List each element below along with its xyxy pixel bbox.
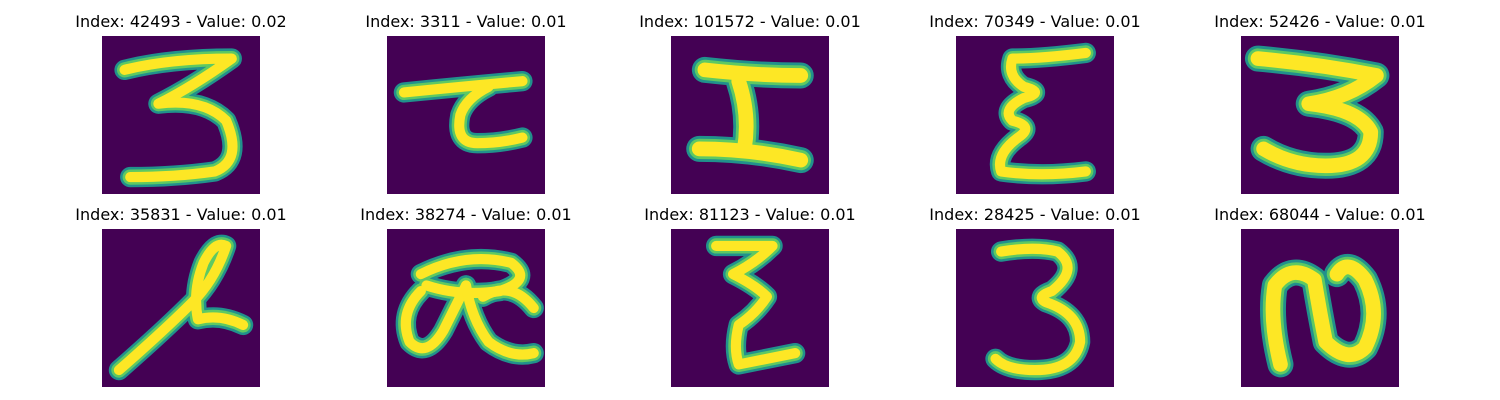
panel-10: Index: 68044 - Value: 0.01 — [1200, 205, 1440, 395]
panel-title: Index: 35831 - Value: 0.01 — [61, 205, 301, 225]
digit-three-bold-glyph — [1241, 36, 1399, 194]
digit-image — [956, 36, 1114, 194]
panel-title: Index: 70349 - Value: 0.01 — [915, 12, 1155, 32]
digit-image — [102, 229, 260, 387]
digit-image — [671, 229, 829, 387]
panel-title: Index: 52426 - Value: 0.01 — [1200, 12, 1440, 32]
digit-three-glyph — [956, 229, 1114, 387]
panel-1: Index: 42493 - Value: 0.02 — [61, 12, 301, 202]
panel-6: Index: 35831 - Value: 0.01 — [61, 205, 301, 395]
digit-three-open-top-glyph — [102, 36, 260, 194]
character-bold-i-shape-glyph — [671, 36, 829, 194]
character-slanted-loop-glyph — [102, 229, 260, 387]
panel-title: Index: 42493 - Value: 0.02 — [61, 12, 301, 32]
panel-2: Index: 3311 - Value: 0.01 — [346, 12, 586, 202]
panel-8: Index: 81123 - Value: 0.01 — [630, 205, 870, 395]
digit-image — [387, 36, 545, 194]
digit-image — [102, 36, 260, 194]
character-double-loop-glyph — [387, 229, 545, 387]
digit-image — [671, 36, 829, 194]
panel-4: Index: 70349 - Value: 0.01 — [915, 12, 1155, 202]
panel-3: Index: 101572 - Value: 0.01 — [630, 12, 870, 202]
character-epsilon-glyph — [956, 36, 1114, 194]
panel-title: Index: 68044 - Value: 0.01 — [1200, 205, 1440, 225]
character-bar-hook-glyph — [387, 36, 545, 194]
digit-image — [387, 229, 545, 387]
panel-title: Index: 28425 - Value: 0.01 — [915, 205, 1155, 225]
panel-9: Index: 28425 - Value: 0.01 — [915, 205, 1155, 395]
panel-title: Index: 101572 - Value: 0.01 — [630, 12, 870, 32]
digit-image — [1241, 229, 1399, 387]
panel-title: Index: 38274 - Value: 0.01 — [346, 205, 586, 225]
panel-title: Index: 81123 - Value: 0.01 — [630, 205, 870, 225]
digit-image — [1241, 36, 1399, 194]
character-zigzag-glyph — [671, 229, 829, 387]
panel-7: Index: 38274 - Value: 0.01 — [346, 205, 586, 395]
panel-5: Index: 52426 - Value: 0.01 — [1200, 12, 1440, 202]
panel-title: Index: 3311 - Value: 0.01 — [346, 12, 586, 32]
character-n-loop-glyph — [1241, 229, 1399, 387]
digit-image — [956, 229, 1114, 387]
